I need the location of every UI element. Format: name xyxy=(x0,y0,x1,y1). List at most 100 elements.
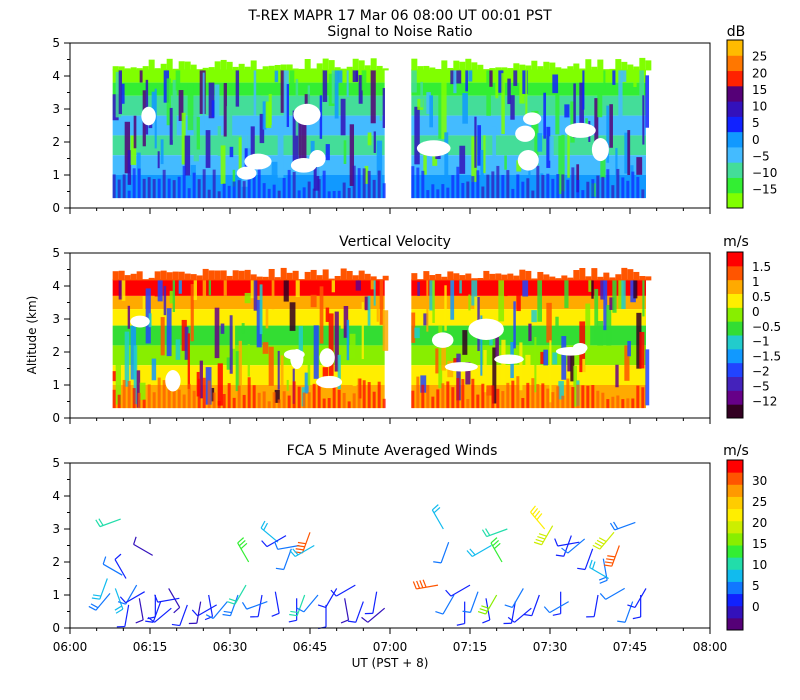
field-edge xyxy=(615,59,622,71)
field-streak xyxy=(489,335,493,346)
winds-panel: FCA 5 Minute Averaged Winds 0 1 2 3 4 5 06:00… xyxy=(52,443,767,670)
field-streak xyxy=(447,69,450,81)
wind-barb-flag xyxy=(530,505,536,513)
wind-barb-flag xyxy=(422,579,427,588)
wind-barb-flag xyxy=(537,535,546,540)
field-edge xyxy=(501,67,508,71)
field-edge xyxy=(459,275,466,281)
field-streak xyxy=(471,279,478,306)
field-edge xyxy=(370,58,377,71)
field-edge xyxy=(459,61,466,71)
field-streak xyxy=(373,131,376,153)
field-core xyxy=(451,175,455,199)
field-edge xyxy=(154,271,161,281)
field-edge xyxy=(172,271,179,281)
wind-barb xyxy=(504,588,524,609)
field-edge xyxy=(208,270,215,281)
field-core xyxy=(456,378,460,409)
field-streak xyxy=(235,351,241,392)
wind-barb-flag xyxy=(534,510,541,518)
field-streak xyxy=(187,333,190,389)
wind-barb-flag xyxy=(555,554,564,557)
field-edge xyxy=(561,275,568,281)
y-tick-label: 3 xyxy=(52,102,60,116)
field-edge xyxy=(124,275,131,281)
field-edge xyxy=(226,275,233,281)
field-streak xyxy=(199,360,203,399)
field-core xyxy=(332,191,336,199)
field-core xyxy=(122,379,126,409)
field-streak xyxy=(244,292,251,304)
wind-barb-flag xyxy=(289,550,296,557)
field-streak xyxy=(615,364,619,388)
field-edge xyxy=(244,66,251,71)
field-core xyxy=(466,399,470,409)
field-streak xyxy=(444,285,447,331)
field-streak xyxy=(480,315,483,376)
field-streak xyxy=(283,69,289,119)
field-core xyxy=(212,392,216,409)
colorbar-swatch xyxy=(727,192,743,209)
snr-colorbar-unit: dB xyxy=(727,24,746,40)
field-streak xyxy=(238,340,242,399)
field-band xyxy=(411,279,646,296)
field-streak xyxy=(364,296,370,311)
field-streak xyxy=(292,110,299,164)
colorbar-swatch xyxy=(727,265,743,281)
colorbar-swatch xyxy=(727,335,743,350)
field-edge xyxy=(160,270,167,281)
field-core xyxy=(541,174,545,199)
colorbar-swatch xyxy=(727,101,743,117)
field-streak xyxy=(582,358,586,385)
field-streak xyxy=(636,312,642,369)
field-edge xyxy=(441,276,448,281)
field-streak xyxy=(522,69,528,94)
field-core xyxy=(332,378,336,409)
wind-barb-staff xyxy=(486,528,508,538)
wind-barb-flag xyxy=(289,613,298,617)
field-streak xyxy=(217,126,221,156)
field-streak xyxy=(325,307,330,322)
field-gap xyxy=(494,354,524,364)
field-streak xyxy=(199,69,206,114)
field-streak xyxy=(196,116,200,150)
wind-barb-flag xyxy=(154,594,159,603)
field-edge xyxy=(184,273,191,281)
wind-barb xyxy=(561,538,586,554)
field-streak xyxy=(268,346,274,386)
wind-barb xyxy=(241,601,268,610)
y-tick-label: 5 xyxy=(52,36,60,50)
field-streak xyxy=(148,313,152,328)
field-edge xyxy=(567,66,574,71)
field-streak xyxy=(594,288,599,344)
y-tick-label: 2 xyxy=(52,345,60,359)
field-edge xyxy=(603,69,610,71)
field-edge xyxy=(334,67,341,71)
wind-barb xyxy=(168,588,181,614)
wind-barb-flag xyxy=(598,576,607,581)
field-gap xyxy=(165,370,181,392)
field-core xyxy=(187,383,191,409)
wind-barb-staff xyxy=(599,531,615,550)
field-streak xyxy=(618,279,624,309)
field-streak xyxy=(316,163,322,176)
field-edge xyxy=(376,65,383,71)
wind-barb xyxy=(250,594,263,618)
field-streak xyxy=(268,93,272,126)
wind-barb-staff xyxy=(593,594,599,617)
wind-barb-flag xyxy=(613,521,619,530)
field-edge xyxy=(639,57,646,71)
wind-barb-flag xyxy=(340,619,349,624)
wind-barb-staff xyxy=(197,604,217,617)
field-streak xyxy=(373,279,376,306)
x-tick-label: 06:30 xyxy=(213,640,248,654)
field-core xyxy=(327,398,331,409)
field-core xyxy=(132,388,136,409)
field-streak xyxy=(331,69,335,104)
field-core xyxy=(177,389,181,409)
wind-barb xyxy=(533,525,554,546)
field-streak xyxy=(615,148,618,181)
velocity-field xyxy=(112,267,652,409)
field-streak xyxy=(298,113,302,172)
field-streak xyxy=(232,169,236,187)
